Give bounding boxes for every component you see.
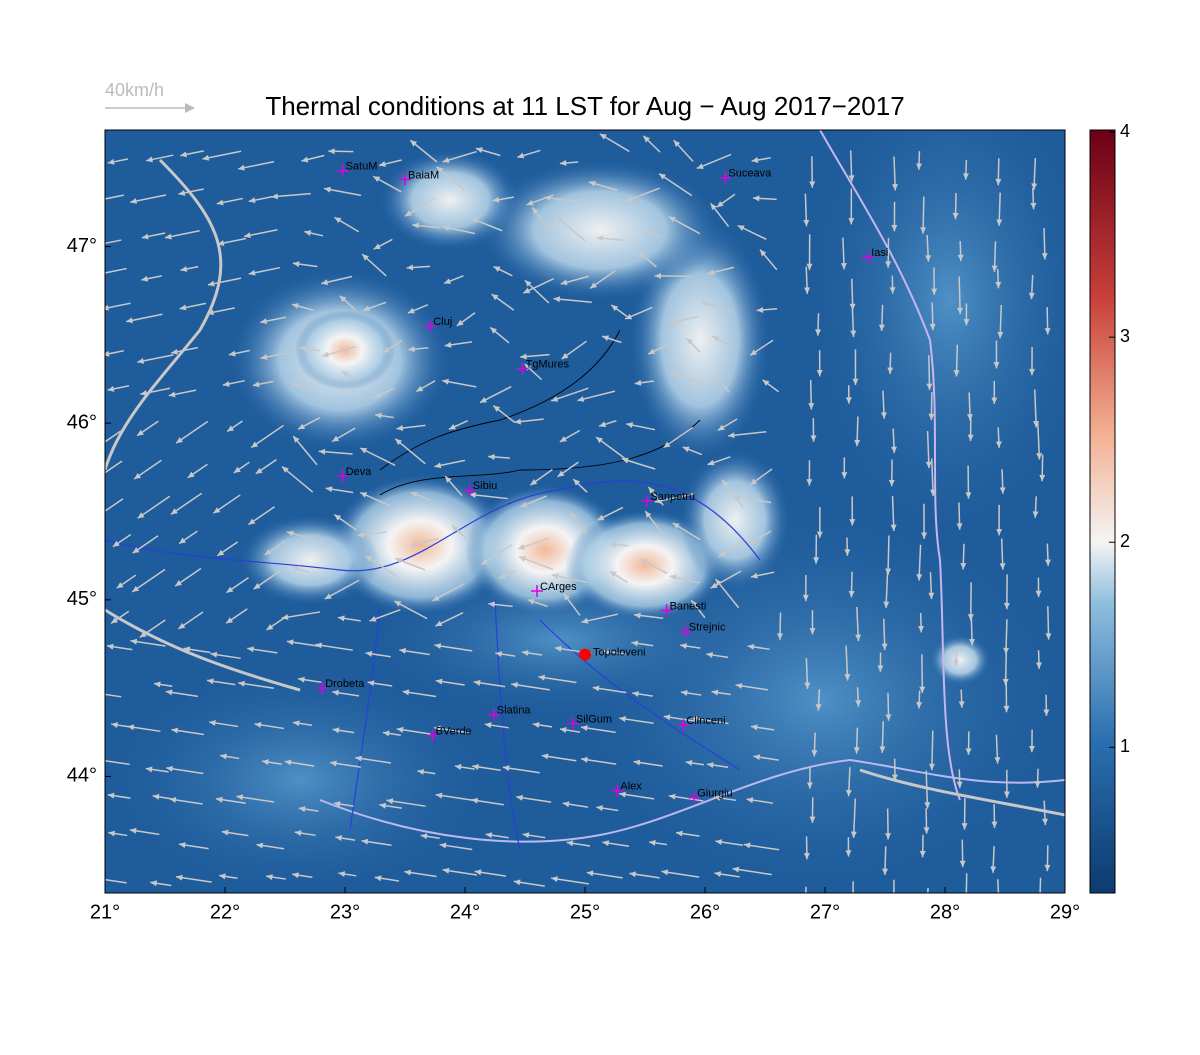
colorbar-tick-label: 3	[1120, 326, 1130, 346]
x-tick-label: 25°	[570, 901, 600, 923]
colorbar	[1090, 130, 1115, 893]
wind-arrowhead	[90, 477, 97, 483]
x-tick-label: 27°	[810, 901, 840, 923]
city-label: Sibiu	[473, 480, 497, 492]
city-label: Strejnic	[689, 622, 726, 634]
y-tick-label: 47°	[67, 235, 97, 257]
city-label: Giurgiu	[697, 788, 732, 800]
wind-arrow	[998, 879, 999, 901]
x-tick-label: 28°	[930, 901, 960, 923]
map-background	[88, 50, 1100, 926]
wind-arrowhead	[1037, 909, 1043, 915]
site-label: Topoloveni	[593, 646, 646, 658]
site-marker	[579, 649, 591, 661]
y-tick-label: 44°	[67, 765, 97, 787]
colorbar-tick-label: 2	[1120, 531, 1130, 551]
x-tick-label: 24°	[450, 901, 480, 923]
wind-arrowhead	[98, 691, 105, 697]
wind-arrowhead	[963, 907, 969, 913]
city-label: SilGum	[576, 713, 612, 725]
wind-arrowhead	[98, 510, 105, 516]
wind-arrowhead	[802, 920, 808, 926]
city-label: Sanpetru	[650, 491, 695, 503]
city-label: Deva	[346, 466, 373, 478]
y-tick-label: 46°	[67, 411, 97, 433]
y-tick-label: 45°	[67, 588, 97, 610]
city-label: BVerde	[436, 726, 472, 738]
wind-scale-arrowhead	[185, 103, 195, 113]
wind-arrowhead	[850, 912, 856, 918]
city-label: Alex	[620, 780, 642, 792]
x-tick-label: 26°	[690, 901, 720, 923]
x-tick-label: 29°	[1050, 901, 1080, 923]
colorbar-tick-label: 1	[1120, 736, 1130, 756]
city-label: Cluj	[433, 316, 452, 328]
wind-arrowhead	[88, 447, 95, 453]
x-tick-label: 22°	[210, 901, 240, 923]
city-label: Suceava	[728, 168, 772, 180]
city-label: Iasi	[871, 247, 888, 259]
city-label: Clinceni	[686, 715, 725, 727]
x-tick-label: 21°	[90, 901, 120, 923]
wind-arrowhead	[95, 197, 102, 203]
wind-arrowhead	[891, 893, 897, 899]
wind-scale-label: 40km/h	[105, 80, 164, 100]
city-label: TgMures	[526, 358, 570, 370]
wind-arrowhead	[95, 757, 102, 763]
city-label: BaiaM	[408, 169, 439, 181]
wind-arrowhead	[95, 876, 102, 882]
city-label: SatuM	[346, 161, 378, 173]
x-tick-label: 23°	[330, 901, 360, 923]
city-label: Slatina	[497, 705, 532, 717]
wind-arrowhead	[92, 271, 99, 277]
city-label: Drobeta	[325, 678, 365, 690]
wind-arrow	[927, 888, 928, 915]
colorbar-tick-label: 4	[1120, 121, 1130, 141]
map-title: Thermal conditions at 11 LST for Aug − A…	[265, 91, 904, 121]
city-label: CArges	[540, 581, 577, 593]
city-label: Banesti	[670, 600, 707, 612]
wind-arrowhead	[995, 894, 1001, 900]
